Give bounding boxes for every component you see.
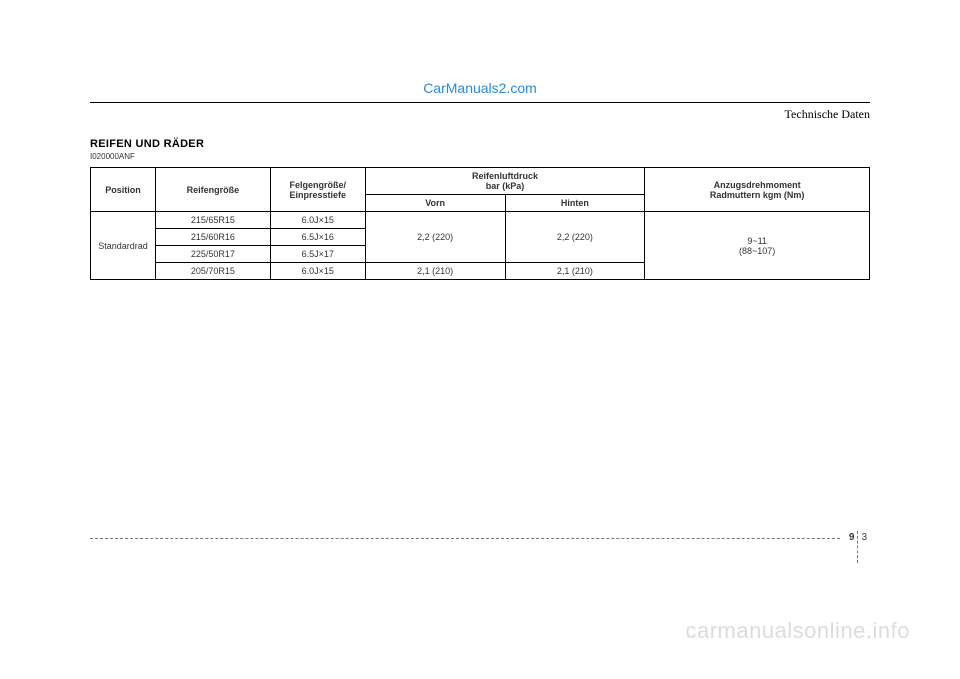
section-title: REIFEN UND RÄDER: [90, 138, 870, 150]
doc-code: I020000ANF: [90, 152, 870, 161]
th-pressure: Reifenluftdruck bar (kPa): [365, 168, 645, 195]
th-pressure-l1: Reifenluftdruck: [472, 171, 538, 181]
table-row: Standardrad 215/65R15 6.0J×15 2,2 (220) …: [91, 212, 870, 229]
cell-tire: 215/60R16: [155, 229, 270, 246]
th-torque-l1: Anzugsdrehmoment: [714, 180, 801, 190]
page-section-number: 9: [846, 531, 858, 544]
chapter-divider: [90, 102, 870, 103]
page-number: 3: [858, 531, 870, 544]
cell-press-rear: 2,2 (220): [505, 212, 645, 263]
spec-table: Position Reifengröße Felgengröße/ Einpre…: [90, 167, 870, 280]
th-wheel-size: Felgengröße/ Einpresstiefe: [270, 168, 365, 212]
page-number-box: 9 3: [842, 531, 870, 563]
th-wheel-size-l2: Einpresstiefe: [290, 190, 347, 200]
cell-wheel: 6.5J×16: [270, 229, 365, 246]
cell-press-front: 2,1 (210): [365, 263, 505, 280]
cell-wheel: 6.0J×15: [270, 263, 365, 280]
cell-wheel: 6.0J×15: [270, 212, 365, 229]
cell-tire: 225/50R17: [155, 246, 270, 263]
th-tire-size: Reifengröße: [155, 168, 270, 212]
cell-press-rear: 2,1 (210): [505, 263, 645, 280]
th-rear: Hinten: [505, 195, 645, 212]
table-header-row: Position Reifengröße Felgengröße/ Einpre…: [91, 168, 870, 195]
th-position: Position: [91, 168, 156, 212]
cell-press-front: 2,2 (220): [365, 212, 505, 263]
watermark: carmanualsonline.info: [685, 618, 910, 644]
cell-tire: 205/70R15: [155, 263, 270, 280]
cell-torque: 9~11 (88~107): [645, 212, 870, 280]
page-footer: 9 3: [90, 538, 870, 539]
th-wheel-size-l1: Felgengröße/: [290, 180, 347, 190]
chapter-title: Technische Daten: [785, 107, 870, 122]
cell-position: Standardrad: [91, 212, 156, 280]
th-front: Vorn: [365, 195, 505, 212]
cell-wheel: 6.5J×17: [270, 246, 365, 263]
cell-tire: 215/65R15: [155, 212, 270, 229]
cell-torque-l1: 9~11: [747, 236, 767, 246]
th-torque: Anzugsdrehmoment Radmuttern kgm (Nm): [645, 168, 870, 212]
source-url: CarManuals2.com: [90, 80, 870, 96]
th-pressure-l2: bar (kPa): [486, 181, 525, 191]
th-torque-l2: Radmuttern kgm (Nm): [710, 190, 805, 200]
footer-dotted-line: [90, 538, 870, 539]
cell-torque-l2: (88~107): [739, 246, 775, 256]
